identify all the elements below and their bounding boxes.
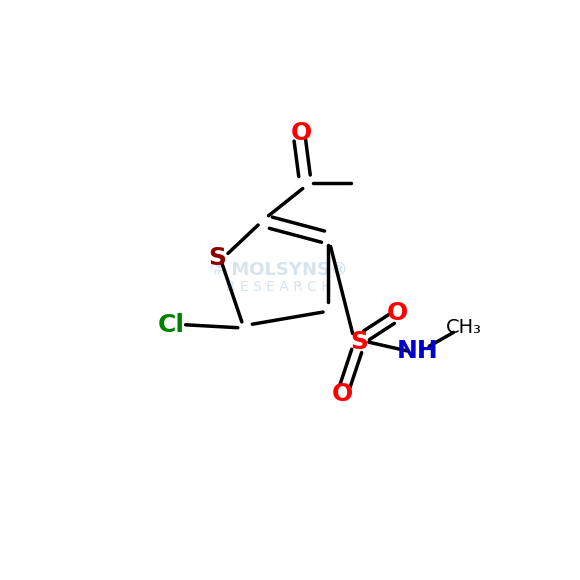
Text: S: S	[350, 330, 369, 354]
Text: R E S E A R C H: R E S E A R C H	[226, 280, 331, 294]
Text: S: S	[208, 246, 227, 270]
Text: O: O	[291, 121, 312, 146]
Text: ⚗ MOLSYNS®: ⚗ MOLSYNS®	[209, 260, 348, 279]
Text: Cl: Cl	[158, 313, 184, 337]
Text: O: O	[387, 301, 408, 325]
Text: NH: NH	[397, 339, 438, 363]
Text: CH₃: CH₃	[446, 318, 482, 337]
Text: O: O	[332, 382, 353, 407]
